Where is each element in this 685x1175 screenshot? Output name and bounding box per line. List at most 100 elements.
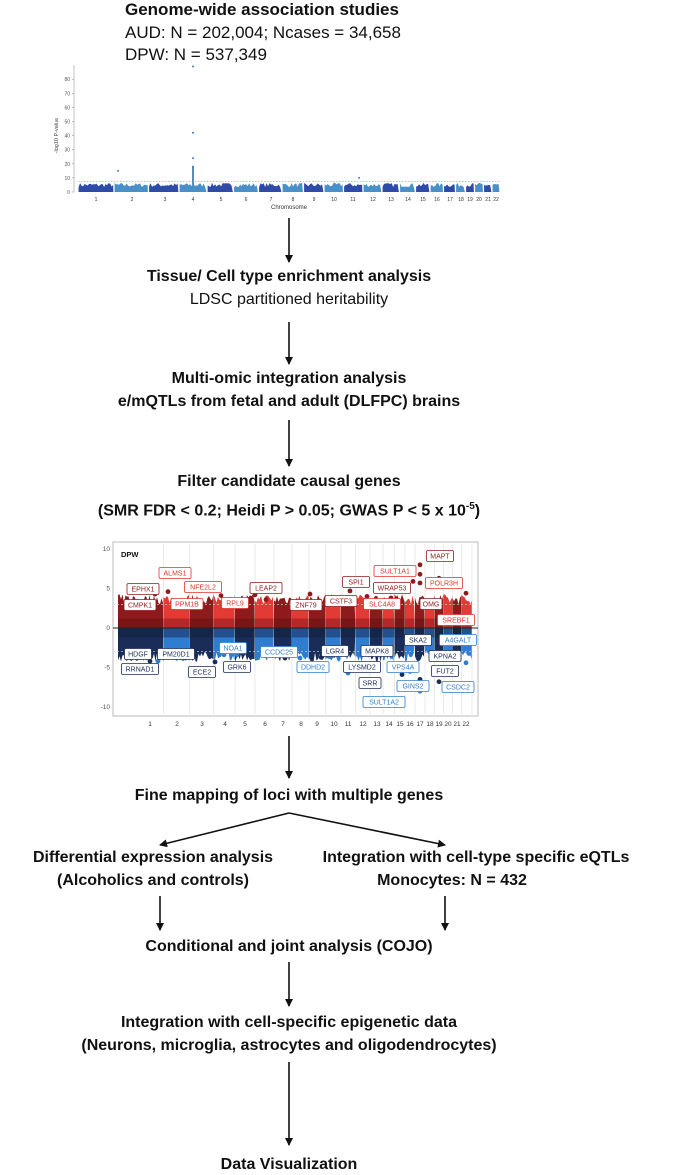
gwas-dpw-line: DPW: N = 537,349 bbox=[125, 45, 267, 64]
multiomic-title: Multi-omic integration analysis bbox=[171, 370, 407, 387]
celltype-title: Integration with cell-type specific eQTL… bbox=[322, 849, 630, 866]
upregulated-gene-label: MAPT bbox=[430, 554, 450, 561]
filter-sub-close: ) bbox=[474, 502, 481, 520]
inner-band bbox=[274, 618, 292, 628]
downregulated-label-box bbox=[404, 634, 432, 646]
downregulated-label-box bbox=[188, 666, 216, 678]
upregulated-gene-label: SLC4A8 bbox=[369, 602, 395, 609]
x-tick-label: 10 bbox=[331, 197, 337, 203]
x-tick-label: 5 bbox=[243, 721, 247, 728]
y-tick-label: -10 bbox=[101, 704, 111, 711]
inner-band bbox=[383, 628, 395, 638]
x-tick-label: 10 bbox=[330, 721, 338, 728]
downregulated-label-box bbox=[362, 696, 406, 708]
x-tick-label: 8 bbox=[299, 721, 303, 728]
chromosome-band bbox=[207, 182, 233, 192]
inner-band bbox=[189, 628, 214, 638]
upregulated-gene-label: NFE2L2 bbox=[190, 585, 216, 592]
inner-band bbox=[452, 628, 462, 638]
upregulated-label-box bbox=[158, 567, 192, 579]
y-tick-label: -5 bbox=[104, 665, 110, 672]
x-tick-label: 11 bbox=[345, 721, 352, 728]
inner-band bbox=[425, 618, 435, 628]
chromosome-band bbox=[304, 183, 324, 192]
x-axis-label: Chromosome bbox=[271, 205, 308, 211]
peak-point bbox=[417, 580, 423, 586]
x-tick-label: 3 bbox=[200, 721, 204, 728]
epigenetic-title: Integration with cell-specific epigeneti… bbox=[120, 1014, 458, 1031]
peak-point bbox=[297, 655, 303, 661]
peak-point bbox=[165, 589, 171, 595]
peak-column bbox=[192, 166, 194, 192]
y-tick-label: 50 bbox=[64, 120, 70, 126]
chromosome-band bbox=[149, 183, 179, 192]
downregulated-gene-label: A4GALT bbox=[445, 638, 472, 645]
upregulated-gene-label: RPL9 bbox=[226, 601, 244, 608]
x-tick-label: 14 bbox=[405, 197, 411, 203]
downregulated-gene-label: GINS2 bbox=[402, 684, 423, 691]
upregulated-gene-label: ALMS1 bbox=[164, 571, 187, 578]
arrow bbox=[159, 812, 290, 848]
x-tick-label: 2 bbox=[175, 721, 179, 728]
x-tick-label: 7 bbox=[270, 197, 273, 203]
x-tick-label: 20 bbox=[444, 721, 452, 728]
filter-subtitle: (SMR FDR < 0.2; Heidi P > 0.05; GWAS P <… bbox=[98, 497, 480, 521]
upregulated-label-box bbox=[437, 614, 475, 626]
filter-sub-exponent: -5 bbox=[465, 501, 475, 512]
x-tick-label: 17 bbox=[447, 197, 453, 203]
inner-band bbox=[434, 628, 444, 638]
x-tick-label: 21 bbox=[453, 721, 461, 728]
downregulated-label-box bbox=[157, 648, 195, 660]
chromosome-band bbox=[114, 183, 148, 192]
downregulated-gene-label: SRR bbox=[363, 681, 378, 688]
peak-point bbox=[212, 659, 218, 665]
inner-band bbox=[235, 618, 255, 628]
upregulated-label-box bbox=[425, 577, 463, 589]
inner-band bbox=[255, 618, 274, 628]
inner-band bbox=[370, 618, 383, 628]
x-tick-label: 1 bbox=[95, 197, 98, 203]
chromosome-band bbox=[430, 182, 443, 192]
peak-point bbox=[463, 660, 469, 666]
downregulated-gene-label: CSDC2 bbox=[446, 685, 470, 692]
chromosome-band bbox=[484, 184, 492, 192]
inner-band bbox=[355, 618, 370, 628]
peak-point bbox=[192, 65, 194, 68]
x-tick-label: 4 bbox=[192, 197, 195, 203]
upregulated-gene-label: PPM1B bbox=[175, 602, 199, 609]
peak-point bbox=[347, 588, 353, 594]
x-tick-label: 11 bbox=[350, 197, 355, 203]
inner-band bbox=[189, 618, 214, 628]
x-tick-label: 14 bbox=[385, 721, 393, 728]
downregulated-gene-label: PM20D1 bbox=[162, 652, 189, 659]
upregulated-gene-label: SULT1A1 bbox=[380, 569, 410, 576]
chromosome-band bbox=[475, 182, 483, 192]
peak-point bbox=[155, 658, 161, 664]
downregulated-gene-label: DDHD2 bbox=[301, 665, 325, 672]
upregulated-label-box bbox=[221, 597, 249, 609]
y-tick-label: 5 bbox=[106, 586, 110, 593]
inner-band bbox=[443, 628, 453, 638]
x-tick-label: 19 bbox=[435, 721, 443, 728]
inner-band bbox=[163, 618, 190, 628]
x-tick-label: 2 bbox=[131, 197, 134, 203]
upregulated-label-box bbox=[249, 582, 283, 594]
epigenetic-subtitle: (Neurons, microglia, astrocytes and olig… bbox=[81, 1037, 497, 1054]
inner-band bbox=[415, 628, 425, 638]
filter-title: Filter candidate causal genes bbox=[177, 473, 401, 490]
peak-point bbox=[218, 593, 224, 599]
downregulated-label-box bbox=[260, 646, 298, 658]
peak-point bbox=[358, 176, 360, 179]
inner-band bbox=[405, 628, 415, 638]
downregulated-gene-label: GRK6 bbox=[227, 665, 246, 672]
upregulated-gene-label: WRAP53 bbox=[378, 586, 407, 593]
inner-band bbox=[383, 618, 395, 628]
x-tick-label: 15 bbox=[420, 197, 426, 203]
upregulated-label-box bbox=[170, 598, 204, 610]
inner-band bbox=[370, 628, 383, 638]
downregulated-gene-label: CCDC25 bbox=[265, 650, 293, 657]
upregulated-label-box bbox=[123, 599, 157, 611]
peak-point bbox=[436, 679, 442, 685]
inner-band bbox=[415, 618, 425, 628]
peak-point bbox=[399, 672, 405, 678]
